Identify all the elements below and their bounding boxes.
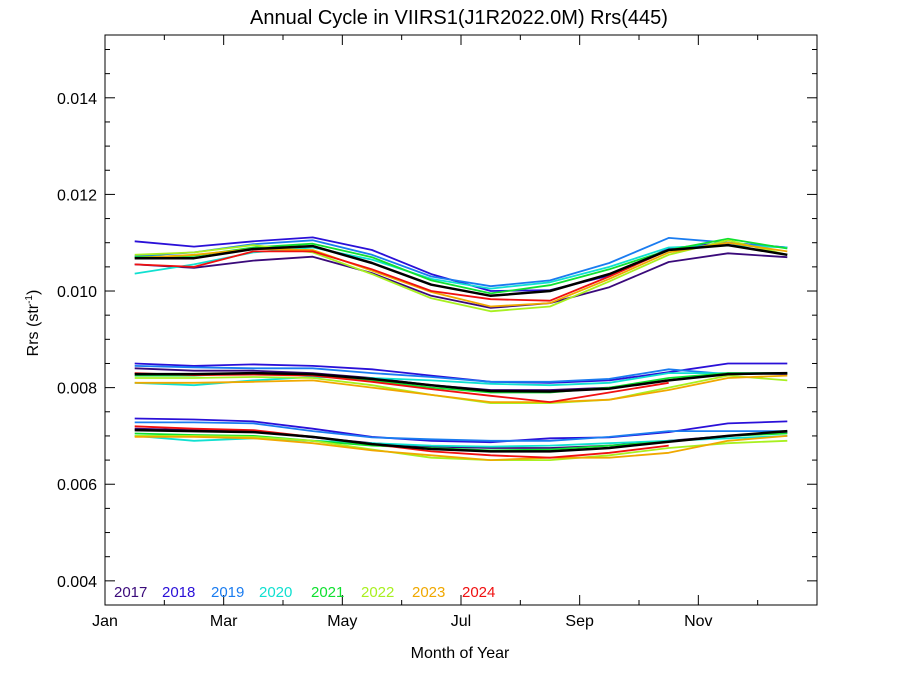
x-tick-label: Mar — [210, 613, 238, 630]
y-tick-label: 0.014 — [57, 91, 97, 108]
legend: 2017 2018 2019 2020 2021 2022 2023 2024 — [114, 584, 495, 601]
mean-line-2 — [134, 428, 788, 453]
series-line-2019-0 — [134, 236, 788, 288]
series-line-2019-2 — [134, 421, 788, 442]
series-line-2023-1 — [134, 374, 788, 404]
y-tick-label: 0.012 — [57, 187, 97, 204]
series-line-2024-0 — [134, 249, 670, 302]
x-tick-label: Sep — [565, 613, 594, 630]
y-axis-label-close: ) — [25, 290, 42, 295]
mean-line-1 — [134, 371, 788, 393]
mean-line-0 — [134, 243, 788, 298]
y-tick-label: 0.010 — [57, 284, 97, 301]
axis-ticks: Jan Mar May Jul Sep Nov 0.004 0.006 0.008 0.010 0.… — [57, 35, 817, 630]
x-tick-label: Nov — [684, 613, 712, 630]
legend-entry: 2024 — [462, 584, 495, 601]
legend-entry: 2022 — [361, 584, 394, 601]
series-line-2022-0 — [134, 239, 788, 313]
legend-entry: 2017 — [114, 584, 147, 601]
x-tick-label: Jul — [451, 613, 471, 630]
series-line-2017-0 — [134, 252, 788, 309]
series-line-2022-2 — [134, 434, 788, 462]
series-line-2019-1 — [134, 365, 788, 383]
legend-entry: 2018 — [162, 584, 195, 601]
x-tick-label: May — [327, 613, 357, 630]
legend-entry: 2020 — [259, 584, 292, 601]
x-tick-label: Jan — [92, 613, 118, 630]
y-axis-label: Rrs (str-1) — [24, 290, 42, 357]
legend-entry: 2023 — [412, 584, 445, 601]
series-line-2023-2 — [134, 435, 788, 462]
plot-frame — [104, 34, 818, 606]
legend-entry: 2021 — [311, 584, 344, 601]
y-tick-label: 0.008 — [57, 381, 97, 398]
y-axis-label-sup: -1 — [24, 295, 35, 304]
y-tick-label: 0.004 — [57, 574, 97, 591]
legend-entry: 2019 — [211, 584, 244, 601]
series-layer — [134, 236, 788, 462]
y-tick-label: 0.006 — [57, 477, 97, 494]
chart-title: Annual Cycle in VIIRS1(J1R2022.0M) Rrs(4… — [250, 7, 668, 29]
x-axis-label: Month of Year — [411, 645, 510, 662]
y-axis-label-main: Rrs (str — [25, 303, 42, 356]
